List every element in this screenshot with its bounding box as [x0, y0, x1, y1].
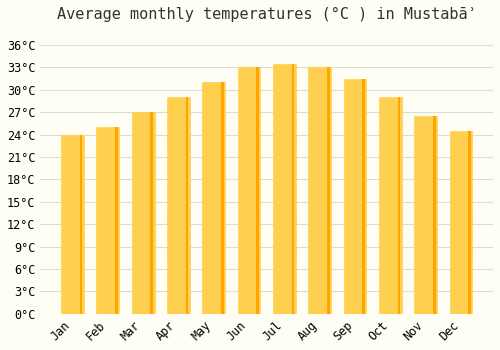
Bar: [450, 131, 472, 314]
Title: Average monthly temperatures (°C ) in Mustabāʾ: Average monthly temperatures (°C ) in Mu…: [57, 7, 476, 22]
Bar: [273, 64, 296, 314]
Bar: [308, 68, 331, 314]
Bar: [221, 82, 224, 314]
Bar: [150, 112, 153, 314]
Bar: [292, 64, 294, 314]
Bar: [468, 131, 471, 314]
Bar: [344, 79, 366, 314]
Bar: [96, 127, 119, 314]
Bar: [186, 97, 188, 314]
Bar: [115, 127, 118, 314]
Bar: [433, 116, 436, 314]
Bar: [238, 68, 260, 314]
Bar: [80, 135, 82, 314]
Bar: [202, 82, 225, 314]
Bar: [379, 97, 402, 314]
Bar: [414, 116, 437, 314]
Bar: [132, 112, 154, 314]
Bar: [256, 68, 259, 314]
Bar: [167, 97, 190, 314]
Bar: [398, 97, 400, 314]
Bar: [327, 68, 330, 314]
Bar: [61, 135, 84, 314]
Bar: [362, 79, 365, 314]
